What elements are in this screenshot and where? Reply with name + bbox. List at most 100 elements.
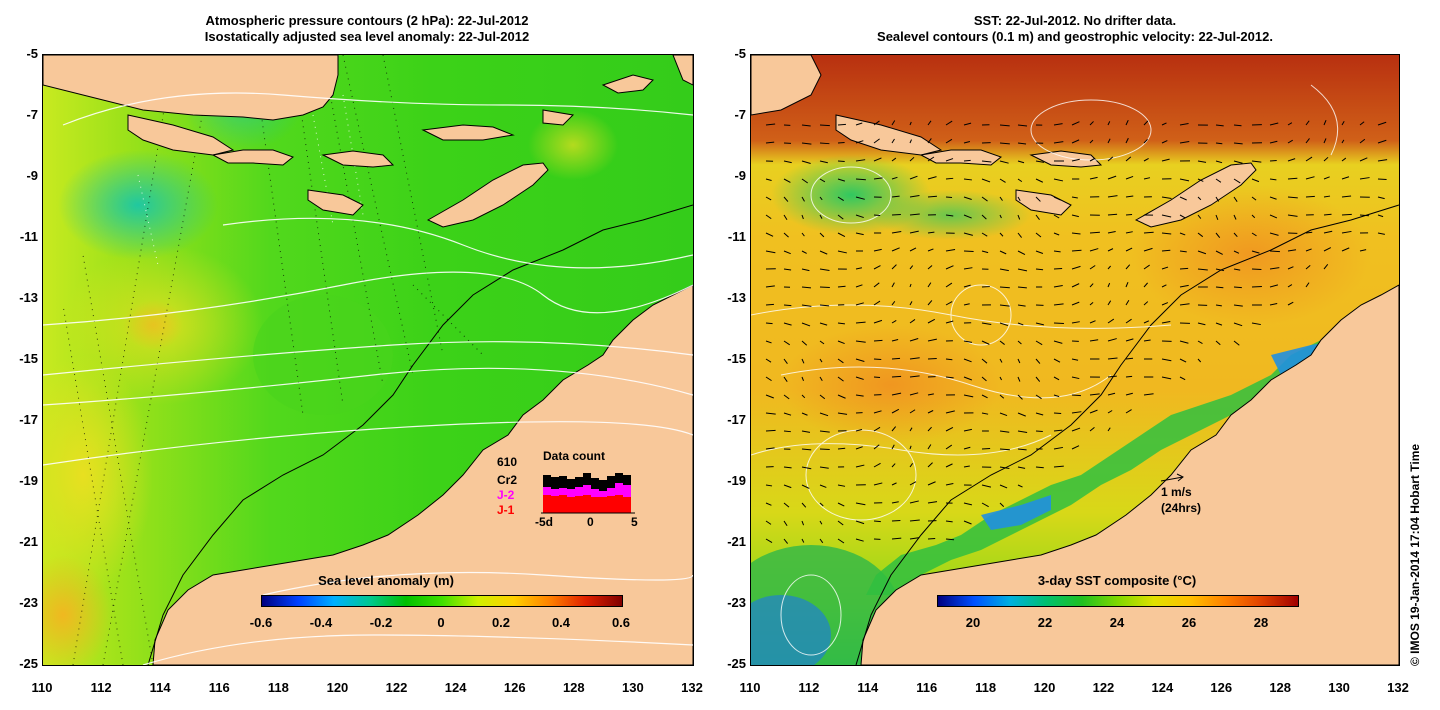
velocity-arrow: [909, 195, 920, 198]
velocity-arrow: [1179, 250, 1187, 253]
velocity-arrow: [1377, 139, 1387, 144]
velocity-arrow: [891, 195, 900, 198]
velocity-arrow: [999, 358, 1003, 363]
velocity-arrow: [1287, 139, 1293, 144]
velocity-arrow: [963, 232, 973, 236]
velocity-arrow: [765, 322, 773, 325]
shelf-break-contour: [855, 204, 1399, 665]
velocity-arrow: [1035, 268, 1044, 271]
velocity-arrow: [783, 178, 791, 183]
velocity-arrow: [1179, 196, 1187, 201]
left-map-lon-label: 114: [149, 680, 171, 695]
velocity-arrow: [837, 412, 848, 415]
velocity-arrow: [1035, 412, 1044, 416]
velocity-arrow: [1197, 196, 1202, 201]
velocity-arrow: [1053, 340, 1063, 344]
velocity-arrow: [837, 285, 846, 288]
velocity-arrow: [1125, 175, 1134, 180]
velocity-arrow: [801, 268, 810, 272]
velocity-arrow: [873, 520, 881, 523]
velocity-arrow: [927, 426, 932, 432]
velocity-arrow: [981, 376, 987, 382]
velocity-arrow: [1323, 247, 1332, 252]
velocity-arrow: [1161, 196, 1172, 199]
velocity-arrow: [1287, 249, 1297, 252]
velocity-arrow: [945, 426, 954, 432]
velocity-arrow: [1323, 230, 1333, 234]
right-map-lat-label: -15: [727, 351, 746, 366]
velocity-arrow: [1143, 231, 1154, 234]
velocity-arrow: [999, 430, 1010, 433]
velocity-arrow: [1035, 394, 1042, 400]
velocity-arrow: [1215, 304, 1222, 307]
velocity-arrow: [1359, 138, 1366, 144]
velocity-arrow: [891, 231, 902, 234]
velocity-arrow: [999, 448, 1010, 451]
land: [751, 55, 1399, 665]
sla-high-anomaly: [123, 300, 183, 350]
velocity-arrow: [873, 138, 880, 144]
velocity-arrow: [765, 412, 776, 415]
right-map-svg: [751, 55, 1399, 665]
velocity-arrow: [1269, 214, 1278, 219]
velocity-arrow: [1071, 265, 1081, 270]
velocity-arrow: [945, 320, 954, 324]
right-map-title-line1: SST: 22-Jul-2012. No drifter data.: [973, 13, 1177, 28]
velocity-arrow: [765, 141, 775, 144]
velocity-arrow: [1071, 249, 1082, 252]
velocity-arrow: [963, 465, 970, 468]
right-map-lon-label: 132: [1387, 680, 1409, 695]
sla-colorbar-label: 0: [437, 615, 445, 630]
velocity-arrow: [1107, 338, 1117, 342]
velocity-arrow: [765, 178, 772, 181]
data-count-mission-j1: J-1: [497, 503, 515, 517]
velocity-arrow: [783, 520, 788, 527]
right-map-title-line2: Sealevel contours (0.1 m) and geostrophi…: [877, 29, 1273, 44]
velocity-arrow: [1161, 376, 1172, 380]
velocity-arrow: [891, 282, 895, 288]
timor-island: [1134, 162, 1257, 228]
velocity-arrow: [1215, 160, 1223, 164]
velocity-arrow: [1089, 339, 1099, 342]
velocity-arrow: [1377, 196, 1385, 200]
velocity-arrow: [1197, 358, 1202, 363]
velocity-arrow: [1107, 357, 1118, 360]
velocity-arrow: [1071, 196, 1078, 199]
velocity-arrow: [855, 394, 864, 397]
velocity-arrow: [1143, 177, 1151, 180]
northern-islands: [542, 109, 575, 126]
velocity-arrow: [1233, 322, 1243, 327]
velocity-arrow: [1323, 119, 1327, 126]
velocity-arrow: [945, 376, 954, 379]
left-map-lon-label: 118: [267, 680, 289, 695]
velocity-arrow: [1089, 283, 1094, 288]
velocity-arrow: [999, 322, 1009, 327]
velocity-arrow: [1323, 195, 1331, 198]
velocity-arrow: [1107, 248, 1114, 252]
velocity-arrow: [945, 248, 956, 252]
velocity-arrow: [1359, 157, 1368, 162]
velocity-arrow: [909, 519, 920, 522]
velocity-arrow: [783, 304, 792, 307]
velocity-key-time: (24hrs): [1161, 501, 1202, 515]
velocity-arrow: [1269, 140, 1278, 144]
velocity-arrow: [1125, 247, 1133, 252]
velocity-arrow: [1071, 301, 1080, 306]
velocity-arrow: [837, 340, 845, 345]
velocity-arrow: [945, 410, 955, 414]
velocity-arrow: [1143, 138, 1148, 144]
velocity-arrow: [1089, 248, 1099, 252]
velocity-arrow: [1143, 393, 1154, 396]
velocity-arrow: [1359, 177, 1370, 180]
velocity-arrow: [1053, 412, 1062, 415]
velocity-arrow: [1287, 301, 1294, 306]
velocity-arrow: [1161, 249, 1171, 252]
velocity-arrow: [1071, 158, 1080, 162]
velocity-arrow: [765, 394, 774, 399]
velocity-arrow: [1035, 214, 1040, 220]
velocity-arrow: [1125, 392, 1133, 396]
velocity-arrow: [909, 156, 915, 162]
velocity-arrow: [945, 301, 953, 306]
velocity-arrow: [1017, 232, 1022, 238]
velocity-arrow: [1017, 178, 1023, 183]
